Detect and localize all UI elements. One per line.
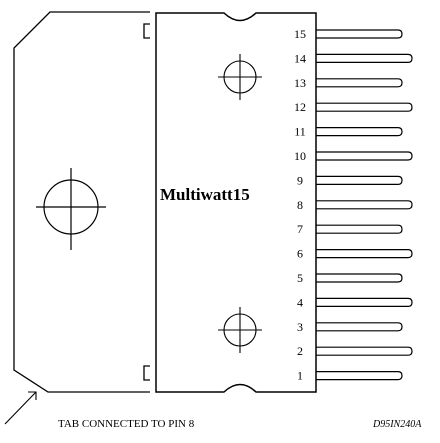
pin-lead [316, 53, 413, 63]
pin-lead [316, 151, 413, 161]
tab-mounting-hole [36, 168, 106, 250]
pin-lead [316, 78, 403, 88]
pin-label: 9 [297, 173, 303, 187]
pin-label: 4 [297, 295, 303, 309]
pin-lead [316, 346, 413, 356]
pin-lead [316, 175, 403, 185]
pin-label: 3 [297, 320, 303, 334]
pin-12: 12 [294, 100, 413, 114]
pin-10: 10 [294, 149, 413, 163]
pin-9: 9 [297, 173, 403, 187]
tab-note: TAB CONNECTED TO PIN 8 [58, 418, 195, 430]
tab-arrow [4, 391, 37, 425]
pin-label: 11 [294, 125, 306, 139]
pin-label: 1 [297, 369, 303, 383]
pin-5: 5 [297, 271, 403, 285]
pin-7: 7 [297, 222, 403, 236]
pin-label: 6 [297, 247, 303, 261]
pin-label: 10 [294, 149, 306, 163]
pin-lead [316, 322, 403, 332]
pin-label: 8 [297, 198, 303, 212]
pin-15: 15 [294, 27, 403, 41]
pin-6: 6 [297, 247, 413, 261]
pin-label: 15 [294, 27, 306, 41]
pin-lead [316, 297, 413, 307]
pins-group: 15 14 13 12 11 10 9 8 7 6 5 4 3 2 1 [294, 27, 413, 383]
pin-11: 11 [294, 125, 403, 139]
pin-label: 2 [297, 344, 303, 358]
pin-3: 3 [297, 320, 403, 334]
pin-label: 5 [297, 271, 303, 285]
package-body [155, 12, 317, 393]
pin-lead [316, 102, 413, 112]
pin-label: 12 [294, 100, 306, 114]
pin-2: 2 [297, 344, 413, 358]
pin-lead [316, 273, 403, 283]
pin-label: 14 [294, 51, 306, 65]
pin-lead [316, 29, 403, 39]
pin-lead [316, 371, 403, 381]
pin-label: 13 [294, 76, 306, 90]
body-upper-hole [218, 54, 262, 100]
pin-lead [316, 127, 403, 137]
package-name: Multiwatt15 [160, 185, 250, 204]
pin-lead [316, 224, 403, 234]
drawing-code: D95IN240A [372, 419, 422, 430]
pin-lead [316, 200, 413, 210]
heatsink-tab [13, 11, 150, 393]
pin-8: 8 [297, 198, 413, 212]
pin-lead [316, 249, 413, 259]
pin-13: 13 [294, 76, 403, 90]
body-lower-hole [218, 307, 262, 353]
pin-14: 14 [294, 51, 413, 65]
pin-4: 4 [297, 295, 413, 309]
pin-label: 7 [297, 222, 303, 236]
pin-1: 1 [297, 369, 403, 383]
